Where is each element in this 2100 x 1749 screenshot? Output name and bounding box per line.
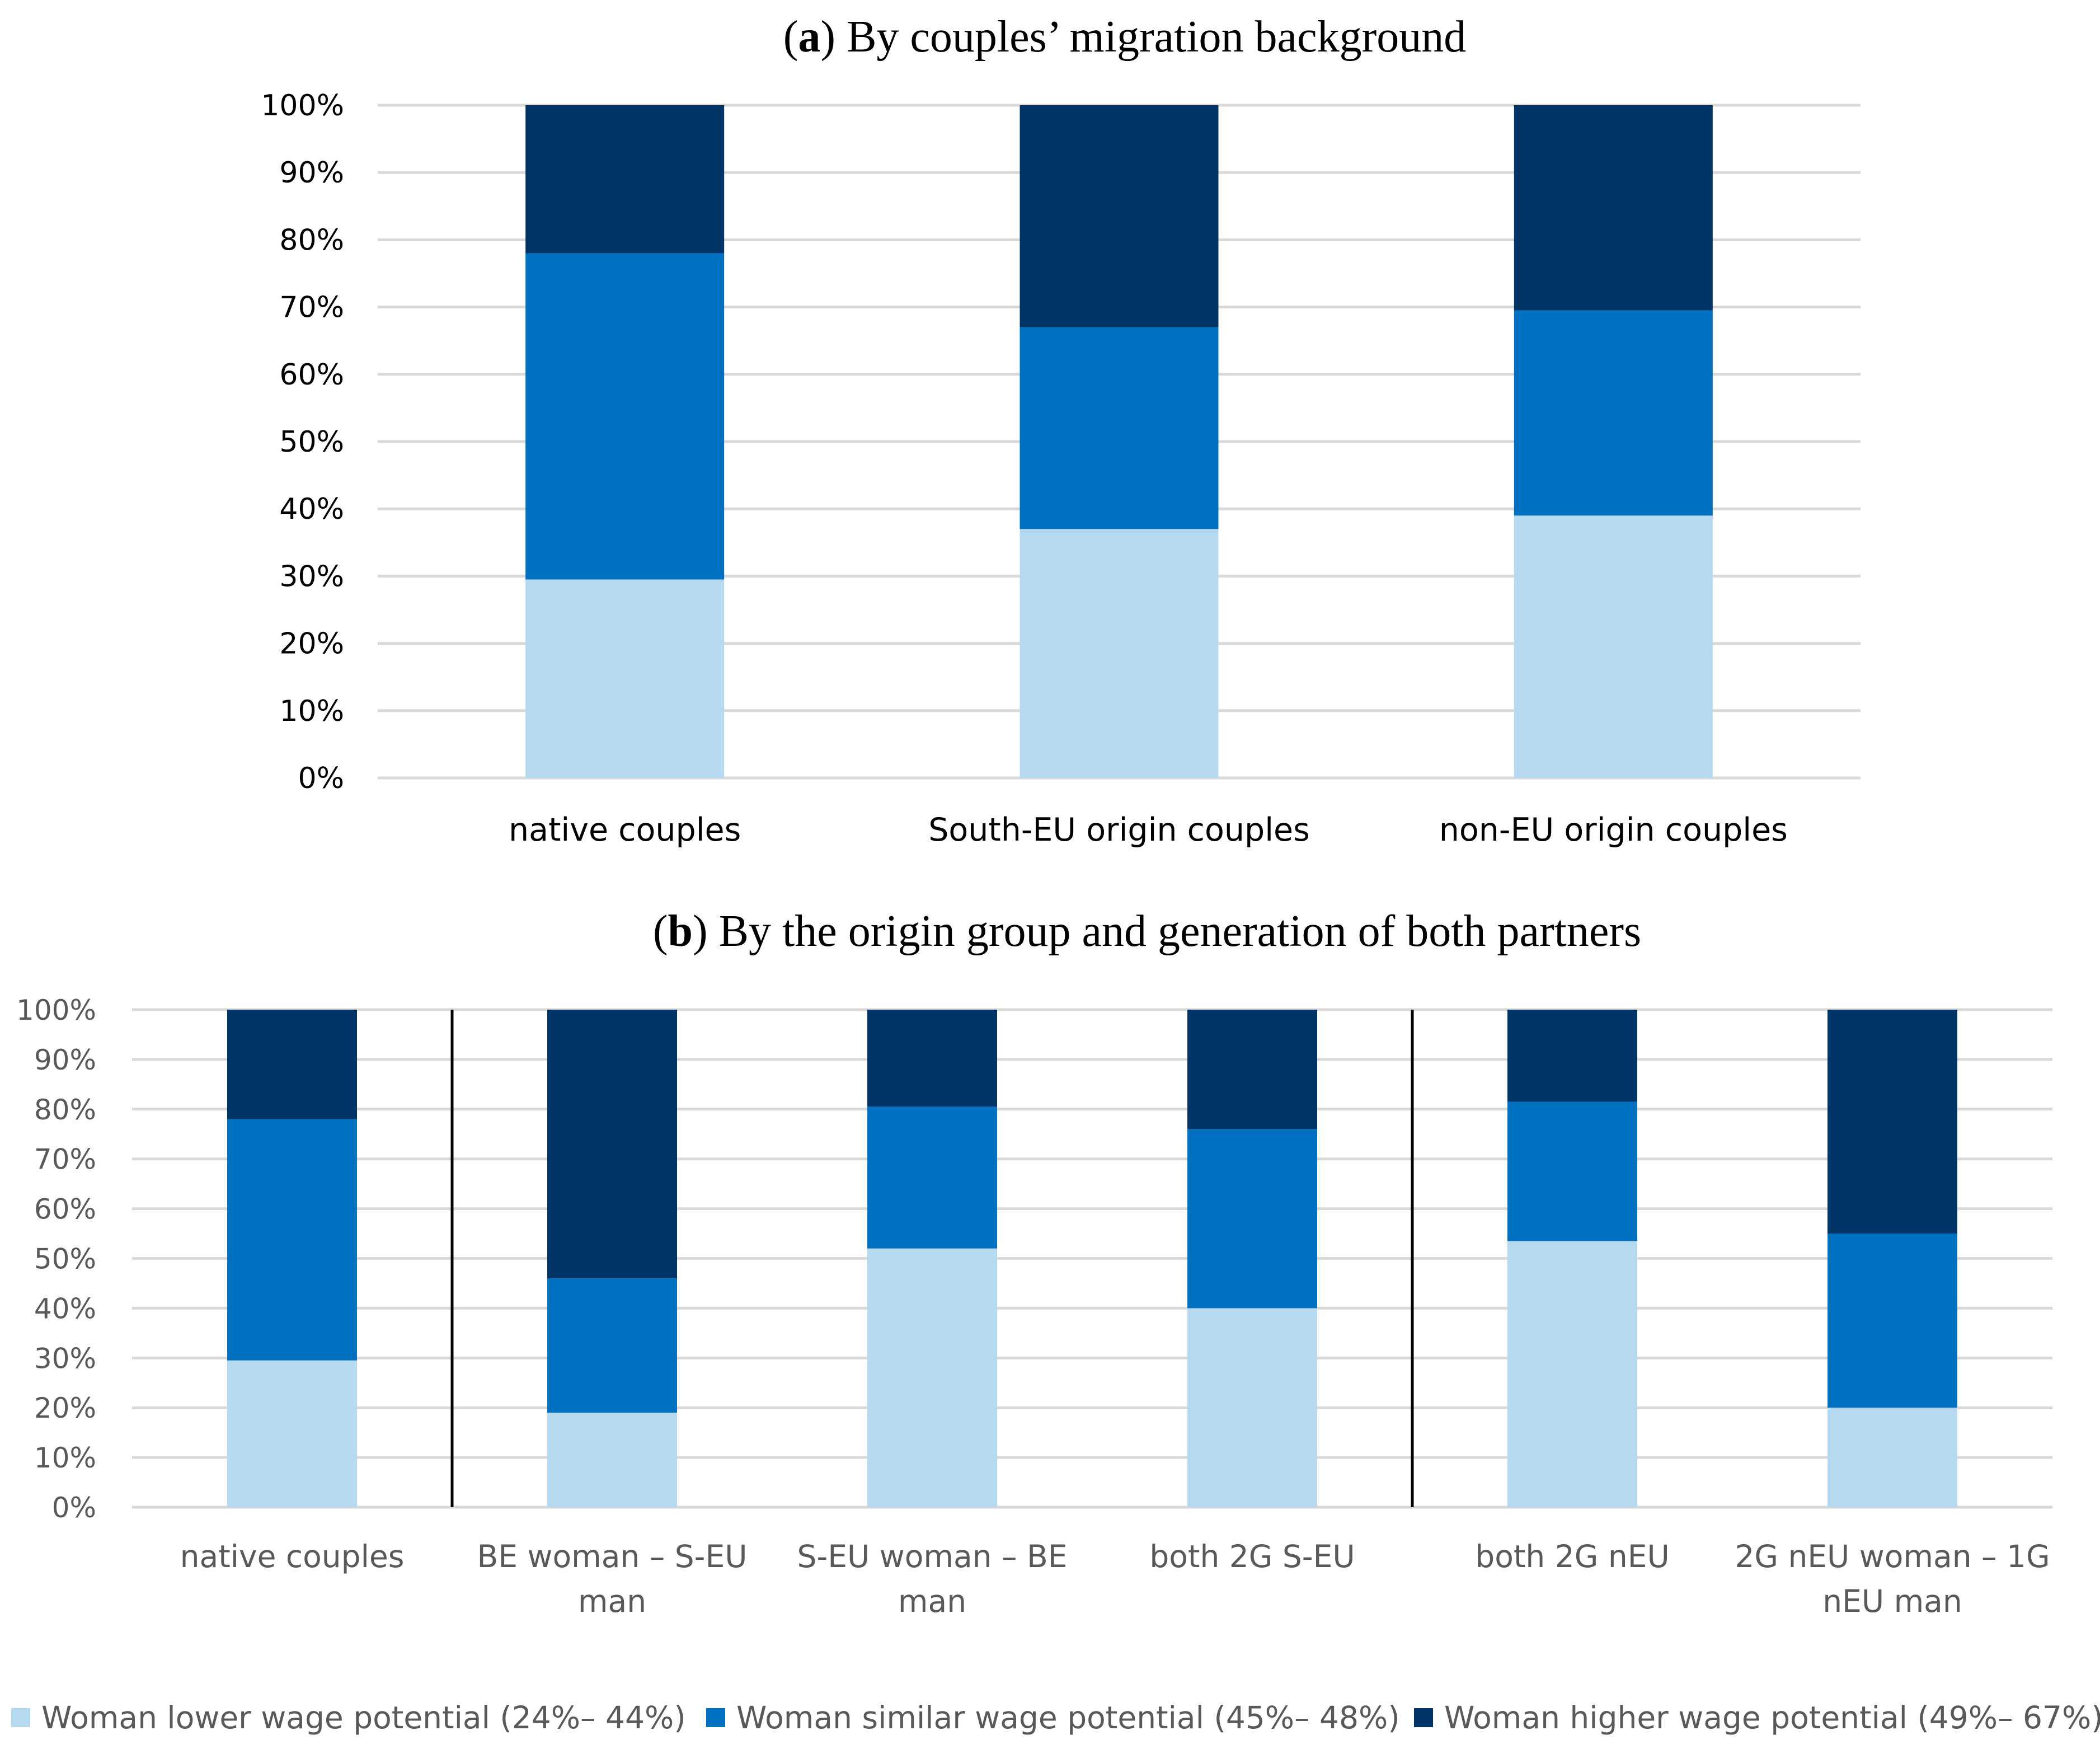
legend-label-higher: Woman higher wage potential (49%– 67%) — [1444, 1700, 2100, 1736]
chart-a-y-tick-label: 50% — [279, 425, 344, 459]
chart-a-bar-similar-1 — [1020, 327, 1219, 529]
chart-b-y-tick-label: 20% — [34, 1392, 96, 1424]
chart-a-bar-similar-2 — [1514, 310, 1713, 516]
chart-b-bar-lower-0 — [227, 1360, 357, 1507]
chart-b-category-label: S-EU woman – BE — [797, 1539, 1068, 1574]
chart-b-y-tick-label: 0% — [52, 1492, 96, 1524]
chart-a-y-tick-label: 90% — [279, 156, 344, 190]
chart-b-bar-lower-3 — [1187, 1308, 1317, 1507]
chart-a-bar-higher-2 — [1514, 105, 1713, 311]
chart-b-bar-lower-2 — [867, 1248, 997, 1507]
chart-b-y-tick-label: 50% — [34, 1243, 96, 1276]
chart-b-bar-higher-0 — [227, 1010, 357, 1119]
chart-a-bar-lower-1 — [1020, 529, 1219, 778]
chart-b-bar-higher-2 — [867, 1010, 997, 1107]
chart-b-y-tick-label: 90% — [34, 1044, 96, 1076]
chart-b-bar-lower-1 — [547, 1413, 677, 1507]
chart-a-bar-higher-1 — [1020, 105, 1219, 327]
chart-a-category-label: non-EU origin couples — [1439, 812, 1788, 848]
chart-b-y-tick-label: 60% — [34, 1193, 96, 1226]
chart-b-category-label: both 2G S-EU — [1149, 1539, 1355, 1574]
chart-b-bar-lower-5 — [1827, 1408, 1957, 1507]
chart-b-category-label: BE woman – S-EU — [477, 1539, 748, 1574]
legend-label-lower: Woman lower wage potential (24%– 44%) — [41, 1700, 686, 1736]
chart-b-y-tick-label: 30% — [34, 1342, 96, 1375]
chart-a-y-tick-label: 20% — [279, 627, 344, 661]
chart-b-y-tick-label: 70% — [34, 1143, 96, 1176]
chart-b-plot: 0% 10% 20% 30% 40% 50% 60% 70% 80% 90% 100% native … — [16, 994, 2052, 1619]
legend-swatch-similar — [706, 1708, 725, 1727]
legend-swatch-lower — [11, 1708, 30, 1727]
chart-b-y-tick-label: 40% — [34, 1292, 96, 1325]
chart-a-bar-lower-2 — [1514, 515, 1713, 778]
chart-b-category-label: native couples — [180, 1539, 405, 1574]
legend: Woman lower wage potential (24%– 44%) Wo… — [11, 1700, 2100, 1736]
chart-b-bar-similar-1 — [547, 1278, 677, 1413]
chart-b-category-label: 2G nEU woman – 1G — [1735, 1539, 2050, 1574]
legend-label-similar: Woman similar wage potential (45%– 48%) — [736, 1700, 1400, 1736]
chart-a-title: (a) By couples’ migration background — [783, 12, 1466, 62]
chart-b-bar-lower-4 — [1507, 1241, 1637, 1507]
chart-a-y-tick-label: 70% — [279, 291, 344, 325]
chart-b-y-tick-label: 80% — [34, 1094, 96, 1126]
chart-a-category-label: native couples — [509, 812, 741, 848]
chart-b-bar-higher-5 — [1827, 1010, 1957, 1234]
chart-b-category-label: man — [898, 1583, 966, 1619]
chart-a-y-tick-label: 60% — [279, 358, 344, 392]
chart-a-plot: 0% 10% 20% 30% 40% 50% 60% 70% 80% 90% 100% native … — [261, 89, 1861, 848]
chart-b-bar-similar-2 — [867, 1106, 997, 1249]
chart-b-bar-higher-4 — [1507, 1010, 1637, 1102]
chart-a-y-tick-label: 100% — [261, 89, 344, 123]
chart-b-y-tick-label: 10% — [34, 1442, 96, 1474]
chart-b-bar-higher-1 — [547, 1010, 677, 1279]
chart-b-category-label: man — [578, 1583, 646, 1619]
chart-a-bar-lower-0 — [525, 579, 725, 778]
chart-b-category-label: both 2G nEU — [1475, 1539, 1669, 1574]
chart-a-y-tick-label: 30% — [279, 560, 344, 593]
chart-a-y-tick-label: 0% — [298, 762, 345, 795]
chart-a-category-label: South-EU origin couples — [928, 812, 1310, 848]
chart-b-category-label: nEU man — [1822, 1583, 1962, 1619]
chart-a-bar-higher-0 — [525, 105, 725, 254]
legend-swatch-higher — [1414, 1708, 1433, 1727]
chart-b-y-tick-label: 100% — [16, 994, 96, 1026]
chart-a-bar-similar-0 — [525, 253, 725, 580]
chart-a-y-tick-label: 40% — [279, 493, 344, 526]
chart-b-bar-similar-0 — [227, 1119, 357, 1361]
chart-b-bar-higher-3 — [1187, 1010, 1317, 1129]
chart-b-bar-similar-5 — [1827, 1234, 1957, 1408]
chart-b-title: (b) By the origin group and generation o… — [653, 907, 1641, 956]
chart-a-y-tick-label: 10% — [279, 695, 344, 728]
chart-b-bar-similar-3 — [1187, 1129, 1317, 1309]
chart-b-bar-similar-4 — [1507, 1101, 1637, 1241]
chart-a-y-tick-label: 80% — [279, 223, 344, 257]
